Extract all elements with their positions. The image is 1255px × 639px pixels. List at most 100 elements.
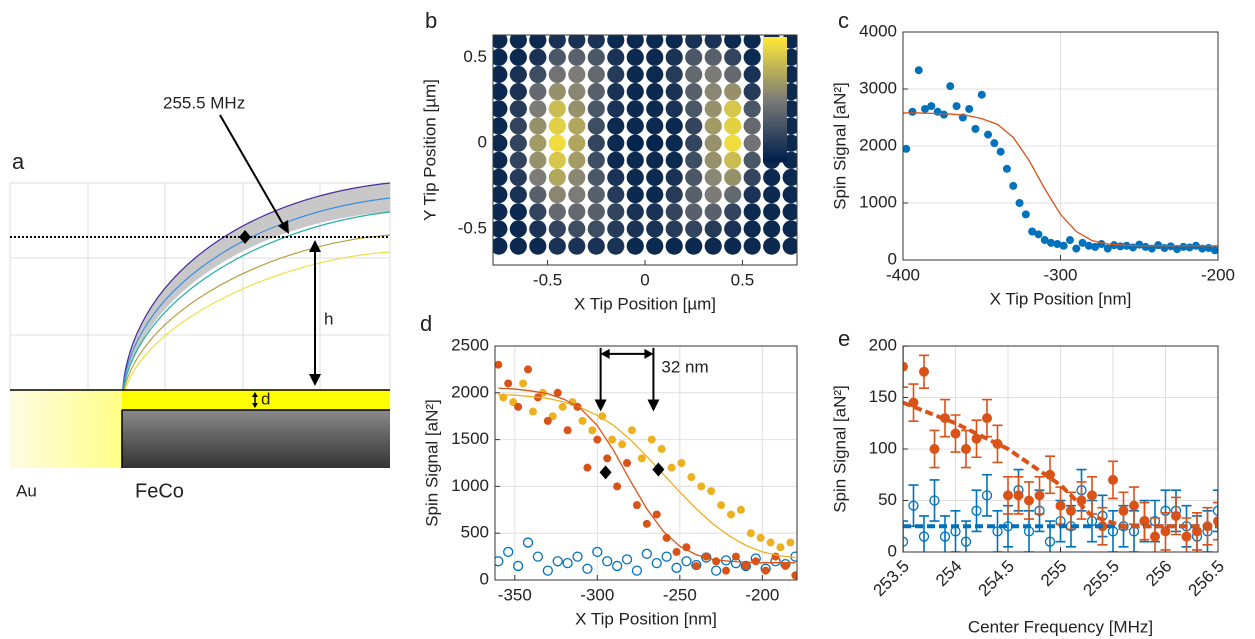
cell-dot [568, 151, 586, 169]
point [1103, 244, 1112, 253]
arrow [219, 114, 285, 227]
point [528, 407, 537, 416]
x-tick-label: 0 [640, 270, 649, 289]
cell-dot [646, 65, 664, 84]
cell-dot [568, 48, 586, 66]
annotation-label: 32 nm [661, 357, 708, 376]
x-tick-label: 255.5 [1079, 557, 1123, 601]
error-bar [903, 346, 908, 388]
cell-dot [607, 168, 625, 187]
colorbar-cell [763, 68, 787, 72]
cell-dot [626, 100, 644, 118]
cell-dot [548, 220, 566, 238]
cell-dot [724, 134, 742, 152]
cell-dot [724, 186, 742, 204]
y-tick-label: 0 [888, 541, 897, 560]
cell-dot [509, 117, 527, 135]
point [971, 433, 982, 444]
cell-dot [743, 48, 761, 66]
cell-dot [493, 48, 508, 66]
cell-dot [626, 48, 644, 66]
colorbar-cell [763, 62, 787, 66]
point [681, 556, 692, 567]
y-tick-label: 0 [478, 133, 487, 152]
point [603, 454, 612, 463]
x-tick-label: -250 [663, 585, 697, 604]
diamond [599, 465, 612, 480]
point [657, 444, 666, 453]
point [677, 459, 686, 467]
cell-dot [493, 220, 508, 238]
cell-dot [529, 48, 547, 66]
cell-dot [724, 151, 742, 169]
cell-dot [607, 186, 625, 204]
x-axis-label: X Tip Position [nm] [575, 609, 717, 628]
point [598, 412, 607, 421]
panel-a: a 255.5 MHz h d Au FeCo [9, 93, 391, 502]
point [1072, 244, 1081, 253]
panel-label: b [425, 8, 437, 33]
cell-dot [548, 117, 566, 135]
point [602, 556, 613, 567]
cell-dot [646, 48, 664, 66]
point [1118, 505, 1129, 516]
cell-dot [493, 83, 508, 101]
cell-dot [743, 35, 761, 49]
cell-dot [529, 65, 547, 84]
diamond [652, 462, 665, 477]
y-tick-label: 1000 [451, 476, 489, 495]
cell-dot [568, 134, 586, 152]
error-bar [1213, 501, 1218, 541]
colorbar-cell [763, 112, 787, 116]
point [1171, 510, 1181, 521]
point [740, 560, 751, 572]
cell-dot [529, 83, 547, 101]
point [543, 416, 552, 425]
x-axis-label: X Tip Position [nm] [990, 289, 1132, 308]
point [903, 144, 911, 153]
x-tick-label: -350 [498, 585, 532, 604]
cell-dot [493, 65, 508, 84]
cell-dot [493, 151, 508, 169]
error-bar [903, 520, 908, 552]
cell-dot [587, 117, 605, 135]
cell-dot [665, 203, 683, 221]
cell-dot [743, 237, 761, 255]
point [965, 104, 974, 113]
point [692, 561, 701, 570]
panel-label: e [838, 326, 850, 351]
point [618, 440, 627, 449]
cell-dot [782, 186, 797, 204]
cell-dot [665, 186, 683, 204]
cell-dot [509, 151, 527, 169]
panel-label: c [838, 8, 849, 33]
cell-dot [743, 186, 761, 204]
cell-dot [724, 65, 742, 84]
cell-dot [493, 237, 508, 255]
cell-dot [509, 48, 527, 66]
cell-dot [646, 35, 664, 49]
point [1053, 240, 1062, 249]
point [613, 482, 622, 491]
point [572, 551, 583, 562]
colorbar-cell [763, 37, 787, 41]
point [632, 501, 641, 510]
point [751, 557, 760, 566]
cell-dot [665, 35, 683, 49]
x-tick-label: -0.5 [533, 270, 562, 289]
colorbar-cell [763, 83, 787, 88]
colorbar-cell [763, 143, 787, 147]
point [939, 531, 951, 542]
cell-dot [568, 237, 586, 255]
arrowhead [252, 392, 258, 397]
colorbar-cell [763, 80, 787, 85]
cell-dot [665, 117, 683, 135]
point [512, 560, 524, 572]
point [621, 554, 633, 565]
point [731, 552, 740, 561]
cell-dot [704, 186, 722, 204]
point [1015, 199, 1024, 207]
axes-frame [492, 34, 798, 266]
cell-dot [665, 65, 683, 84]
feco-label: FeCo [135, 480, 184, 502]
